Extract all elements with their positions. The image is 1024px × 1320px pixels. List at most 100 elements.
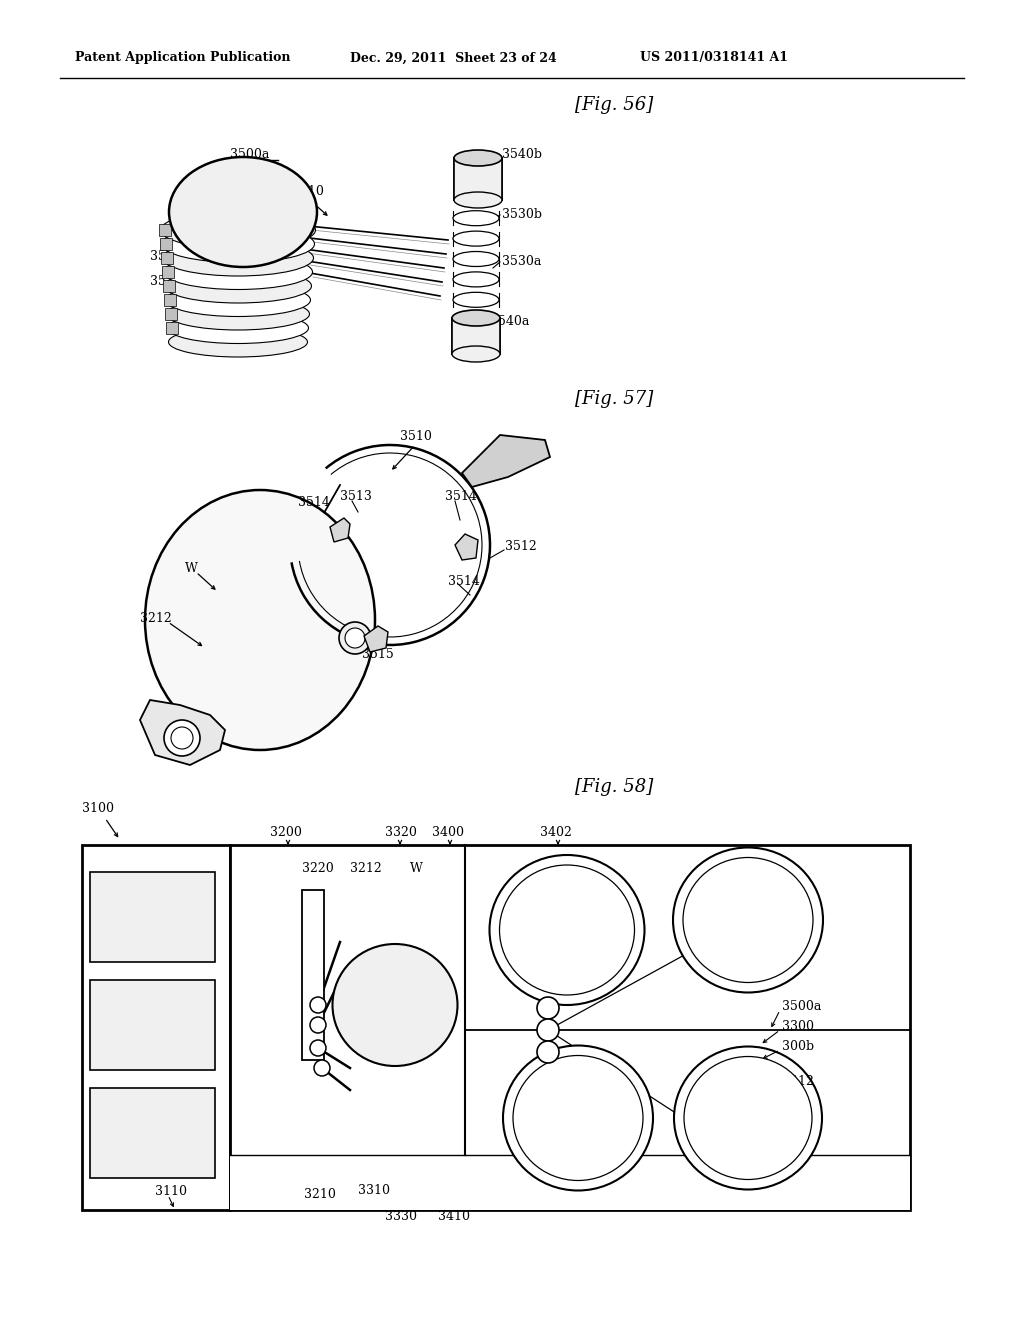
Ellipse shape [503, 1045, 653, 1191]
Text: 3310: 3310 [358, 1184, 390, 1197]
Circle shape [310, 1016, 326, 1034]
Ellipse shape [674, 1047, 822, 1189]
Ellipse shape [163, 240, 313, 276]
Ellipse shape [454, 150, 502, 166]
Ellipse shape [453, 211, 499, 226]
Bar [302, 890, 324, 1060]
Text: 3300: 3300 [782, 1020, 814, 1034]
Ellipse shape [452, 310, 500, 326]
Text: 3540b: 3540b [502, 148, 542, 161]
Ellipse shape [168, 313, 308, 343]
Bar [160, 238, 172, 249]
Bar [230, 1155, 910, 1210]
Circle shape [171, 727, 193, 748]
Ellipse shape [161, 211, 315, 249]
Ellipse shape [489, 855, 644, 1005]
Ellipse shape [513, 1056, 643, 1180]
Bar [164, 294, 176, 306]
Text: 3514: 3514 [298, 496, 330, 510]
Bar [166, 322, 178, 334]
Text: 3510: 3510 [292, 185, 324, 198]
Text: 3412: 3412 [782, 1074, 814, 1088]
Text: 3540a: 3540a [490, 315, 529, 327]
Ellipse shape [453, 252, 499, 267]
Text: 3210: 3210 [304, 1188, 336, 1201]
Text: Patent Application Publication: Patent Application Publication [75, 51, 291, 65]
Text: 3513: 3513 [340, 490, 372, 503]
Text: 3400: 3400 [432, 826, 464, 840]
Text: Dec. 29, 2011  Sheet 23 of 24: Dec. 29, 2011 Sheet 23 of 24 [350, 51, 557, 65]
Ellipse shape [165, 269, 311, 304]
Ellipse shape [162, 226, 314, 263]
Ellipse shape [683, 858, 813, 982]
Bar [163, 280, 175, 292]
Bar [165, 308, 177, 319]
Text: W: W [178, 209, 190, 220]
Circle shape [164, 719, 200, 756]
Text: 3212: 3212 [350, 862, 382, 875]
Text: 3514: 3514 [449, 576, 480, 587]
Polygon shape [364, 626, 388, 652]
Ellipse shape [167, 298, 309, 330]
Bar [82, 845, 230, 1210]
Text: 3530b: 3530b [502, 209, 542, 220]
Circle shape [537, 1041, 559, 1063]
Polygon shape [330, 517, 350, 543]
Bar [90, 873, 215, 962]
Text: 3402: 3402 [540, 826, 571, 840]
Text: 3100: 3100 [82, 803, 114, 814]
Circle shape [310, 1040, 326, 1056]
Bar [90, 979, 215, 1071]
Text: 3520: 3520 [150, 249, 181, 263]
Ellipse shape [452, 346, 500, 362]
Circle shape [310, 997, 326, 1012]
Text: W: W [185, 562, 198, 576]
Ellipse shape [333, 944, 458, 1067]
Text: 3515: 3515 [362, 648, 394, 661]
Bar [159, 224, 171, 236]
Bar [161, 252, 173, 264]
Ellipse shape [164, 255, 312, 289]
Text: 3220: 3220 [302, 862, 334, 875]
Text: 300b: 300b [782, 1040, 814, 1053]
Text: US 2011/0318141 A1: US 2011/0318141 A1 [640, 51, 788, 65]
Ellipse shape [500, 865, 635, 995]
Bar [452, 318, 500, 354]
Text: 3212: 3212 [140, 612, 172, 624]
Ellipse shape [453, 231, 499, 246]
Text: 3510: 3510 [400, 430, 432, 444]
Text: 3110: 3110 [155, 1185, 187, 1199]
Text: [Fig. 56]: [Fig. 56] [575, 96, 653, 114]
Circle shape [314, 1060, 330, 1076]
Text: 3500a: 3500a [782, 1001, 821, 1012]
Bar [90, 1088, 215, 1177]
Text: W: W [410, 862, 423, 875]
Text: 3330: 3330 [385, 1210, 417, 1224]
Circle shape [339, 622, 371, 653]
Circle shape [345, 628, 365, 648]
Bar [230, 845, 910, 1210]
Ellipse shape [145, 490, 375, 750]
Circle shape [537, 997, 559, 1019]
Polygon shape [462, 436, 550, 487]
Bar [454, 158, 502, 201]
Ellipse shape [453, 292, 499, 308]
Text: 3410: 3410 [438, 1210, 470, 1224]
Text: 3512: 3512 [505, 540, 537, 553]
Text: 3522: 3522 [150, 275, 181, 288]
Text: 3530a: 3530a [502, 255, 542, 268]
Circle shape [537, 1019, 559, 1041]
Text: [Fig. 57]: [Fig. 57] [575, 389, 653, 408]
Polygon shape [455, 535, 478, 560]
Ellipse shape [169, 327, 307, 356]
Ellipse shape [684, 1056, 812, 1180]
Ellipse shape [673, 847, 823, 993]
Text: 3200: 3200 [270, 826, 302, 840]
Polygon shape [140, 700, 225, 766]
Text: 3514: 3514 [445, 490, 477, 503]
Ellipse shape [166, 284, 310, 317]
Text: 3500a: 3500a [230, 148, 269, 161]
Ellipse shape [169, 157, 317, 267]
Bar [162, 267, 174, 279]
Text: [Fig. 58]: [Fig. 58] [575, 777, 653, 796]
